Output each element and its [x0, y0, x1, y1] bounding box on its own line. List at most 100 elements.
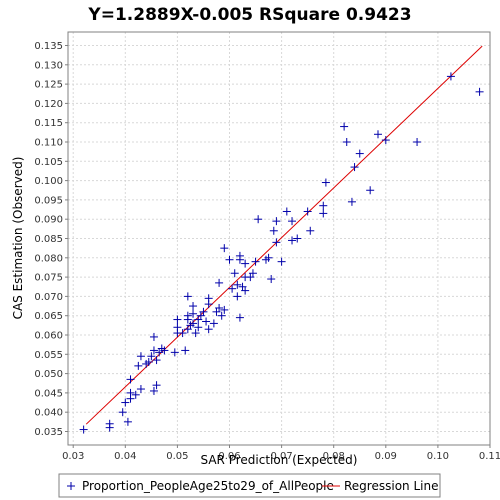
data-point-marker	[319, 201, 328, 210]
y-tick-label: 0.100	[34, 176, 63, 187]
data-point-marker	[149, 332, 158, 341]
data-point-marker	[282, 207, 291, 216]
x-tick-label: 0.09	[375, 451, 397, 462]
data-point-marker	[254, 215, 263, 224]
data-point-marker	[147, 352, 156, 361]
regression-line	[85, 45, 483, 425]
y-tick-label: 0.125	[34, 80, 63, 91]
data-point-marker	[321, 178, 330, 187]
data-point-marker	[475, 87, 484, 96]
x-tick-label: 0.06	[218, 451, 240, 462]
y-tick-label: 0.110	[34, 138, 63, 149]
data-point-marker	[225, 255, 234, 264]
data-point-marker	[217, 311, 226, 320]
data-point-marker	[215, 303, 224, 312]
data-point-marker	[264, 253, 273, 262]
x-axis-label: SAR Prediction (Expected)	[201, 453, 358, 467]
y-tick-label: 0.070	[34, 292, 63, 303]
legend-line-label: Regression Line	[344, 479, 438, 493]
data-point-marker	[293, 234, 302, 243]
data-point-marker	[79, 425, 88, 434]
data-point-marker	[306, 226, 315, 235]
y-tick-label: 0.035	[34, 427, 63, 438]
data-point-marker	[126, 375, 135, 384]
x-tick-label: 0.10	[427, 451, 449, 462]
data-point-marker	[277, 257, 286, 266]
y-tick-label: 0.090	[34, 215, 63, 226]
x-axis-ticks: 0.03 0.04 0.05 0.06 0.07 0.08 0.09 0.10 0.11	[62, 445, 500, 462]
data-point-marker	[199, 307, 208, 316]
y-tick-label: 0.040	[34, 408, 63, 419]
data-point-marker	[373, 130, 382, 139]
data-point-marker	[144, 358, 153, 367]
x-tick-label: 0.08	[323, 451, 345, 462]
data-point-marker	[272, 238, 281, 247]
data-point-marker	[342, 138, 351, 147]
y-tick-label: 0.130	[34, 60, 63, 71]
data-point-marker	[233, 280, 242, 289]
data-point-marker	[149, 346, 158, 355]
data-point-marker	[350, 163, 359, 172]
data-point-marker	[215, 278, 224, 287]
y-tick-label: 0.105	[34, 157, 63, 168]
y-tick-label: 0.075	[34, 273, 63, 284]
y-tick-label: 0.060	[34, 330, 63, 341]
data-point-marker	[191, 329, 200, 338]
y-tick-label: 0.095	[34, 195, 63, 206]
plot-area	[68, 32, 490, 445]
y-axis-label: CAS Estimation (Observed)	[11, 157, 25, 320]
data-point-marker	[209, 319, 218, 328]
data-point-marker	[340, 122, 349, 131]
data-point-marker	[272, 217, 281, 226]
data-point-marker	[136, 385, 145, 394]
data-point-marker	[220, 244, 229, 253]
data-point-marker	[136, 352, 145, 361]
regression-layer	[85, 45, 483, 425]
y-tick-label: 0.135	[34, 41, 63, 52]
data-point-marker	[123, 417, 132, 426]
data-point-marker	[178, 329, 187, 338]
y-tick-label: 0.085	[34, 234, 63, 245]
data-point-marker	[235, 251, 244, 260]
data-point-marker	[251, 257, 260, 266]
data-point-marker	[235, 313, 244, 322]
x-tick-label: 0.11	[479, 451, 500, 462]
legend-series-label: Proportion_PeopleAge25to29_of_AllPeople	[82, 479, 334, 493]
data-point-marker	[288, 217, 297, 226]
data-point-marker	[105, 419, 114, 428]
data-point-marker	[152, 356, 161, 365]
data-point-marker	[269, 226, 278, 235]
data-point-marker	[288, 236, 297, 245]
data-points	[79, 72, 484, 434]
data-point-marker	[204, 294, 213, 303]
y-tick-label: 0.045	[34, 388, 63, 399]
data-point-marker	[230, 269, 239, 278]
x-tick-label: 0.05	[166, 451, 188, 462]
data-point-marker	[248, 269, 257, 278]
data-point-marker	[202, 317, 211, 326]
data-point-marker	[181, 346, 190, 355]
data-point-marker	[152, 381, 161, 390]
legend-box	[58, 473, 441, 498]
chart-title: Y=1.2889X-0.005 RSquare 0.9423	[87, 5, 411, 25]
legend: Proportion_PeopleAge25to29_of_AllPeople …	[58, 473, 441, 498]
data-point-marker	[173, 315, 182, 324]
data-point-marker	[183, 311, 192, 320]
data-point-marker	[118, 408, 127, 417]
data-point-marker	[173, 323, 182, 332]
data-point-marker	[233, 292, 242, 301]
data-point-marker	[160, 346, 169, 355]
data-point-marker	[381, 136, 390, 145]
data-point-marker	[189, 302, 198, 311]
y-tick-label: 0.065	[34, 311, 63, 322]
data-point-marker	[121, 398, 130, 407]
data-point-marker	[228, 284, 237, 293]
data-point-marker	[189, 309, 198, 318]
data-point-marker	[131, 390, 140, 399]
data-point-marker	[303, 207, 312, 216]
data-point-marker	[194, 323, 203, 332]
data-point-marker	[149, 386, 158, 395]
data-point-marker	[241, 259, 250, 268]
y-tick-label: 0.120	[34, 99, 63, 110]
